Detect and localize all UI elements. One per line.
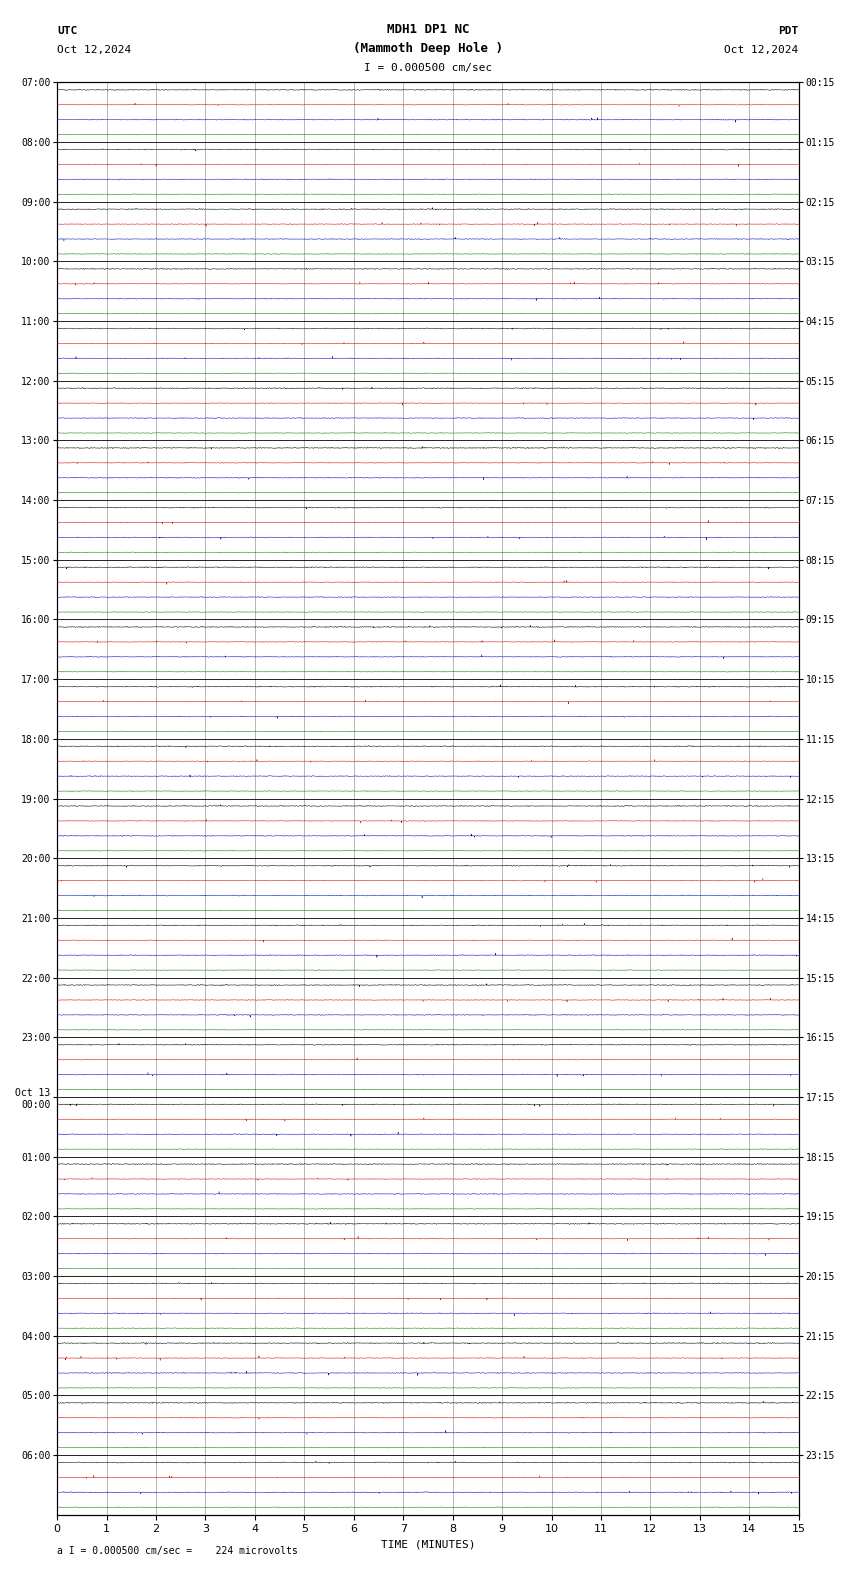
Text: Oct 12,2024: Oct 12,2024	[57, 46, 132, 55]
X-axis label: TIME (MINUTES): TIME (MINUTES)	[381, 1540, 475, 1551]
Text: a I = 0.000500 cm/sec =    224 microvolts: a I = 0.000500 cm/sec = 224 microvolts	[57, 1546, 298, 1557]
Text: Oct 12,2024: Oct 12,2024	[724, 46, 799, 55]
Text: I = 0.000500 cm/sec: I = 0.000500 cm/sec	[364, 63, 492, 73]
Text: MDH1 DP1 NC: MDH1 DP1 NC	[387, 24, 469, 36]
Text: PDT: PDT	[779, 27, 799, 36]
Text: UTC: UTC	[57, 27, 77, 36]
Text: (Mammoth Deep Hole ): (Mammoth Deep Hole )	[353, 43, 503, 55]
